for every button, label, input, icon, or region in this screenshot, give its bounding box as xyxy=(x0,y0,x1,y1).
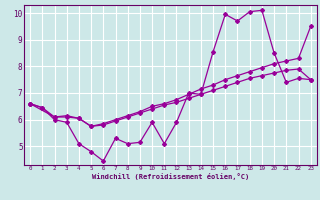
X-axis label: Windchill (Refroidissement éolien,°C): Windchill (Refroidissement éolien,°C) xyxy=(92,173,249,180)
